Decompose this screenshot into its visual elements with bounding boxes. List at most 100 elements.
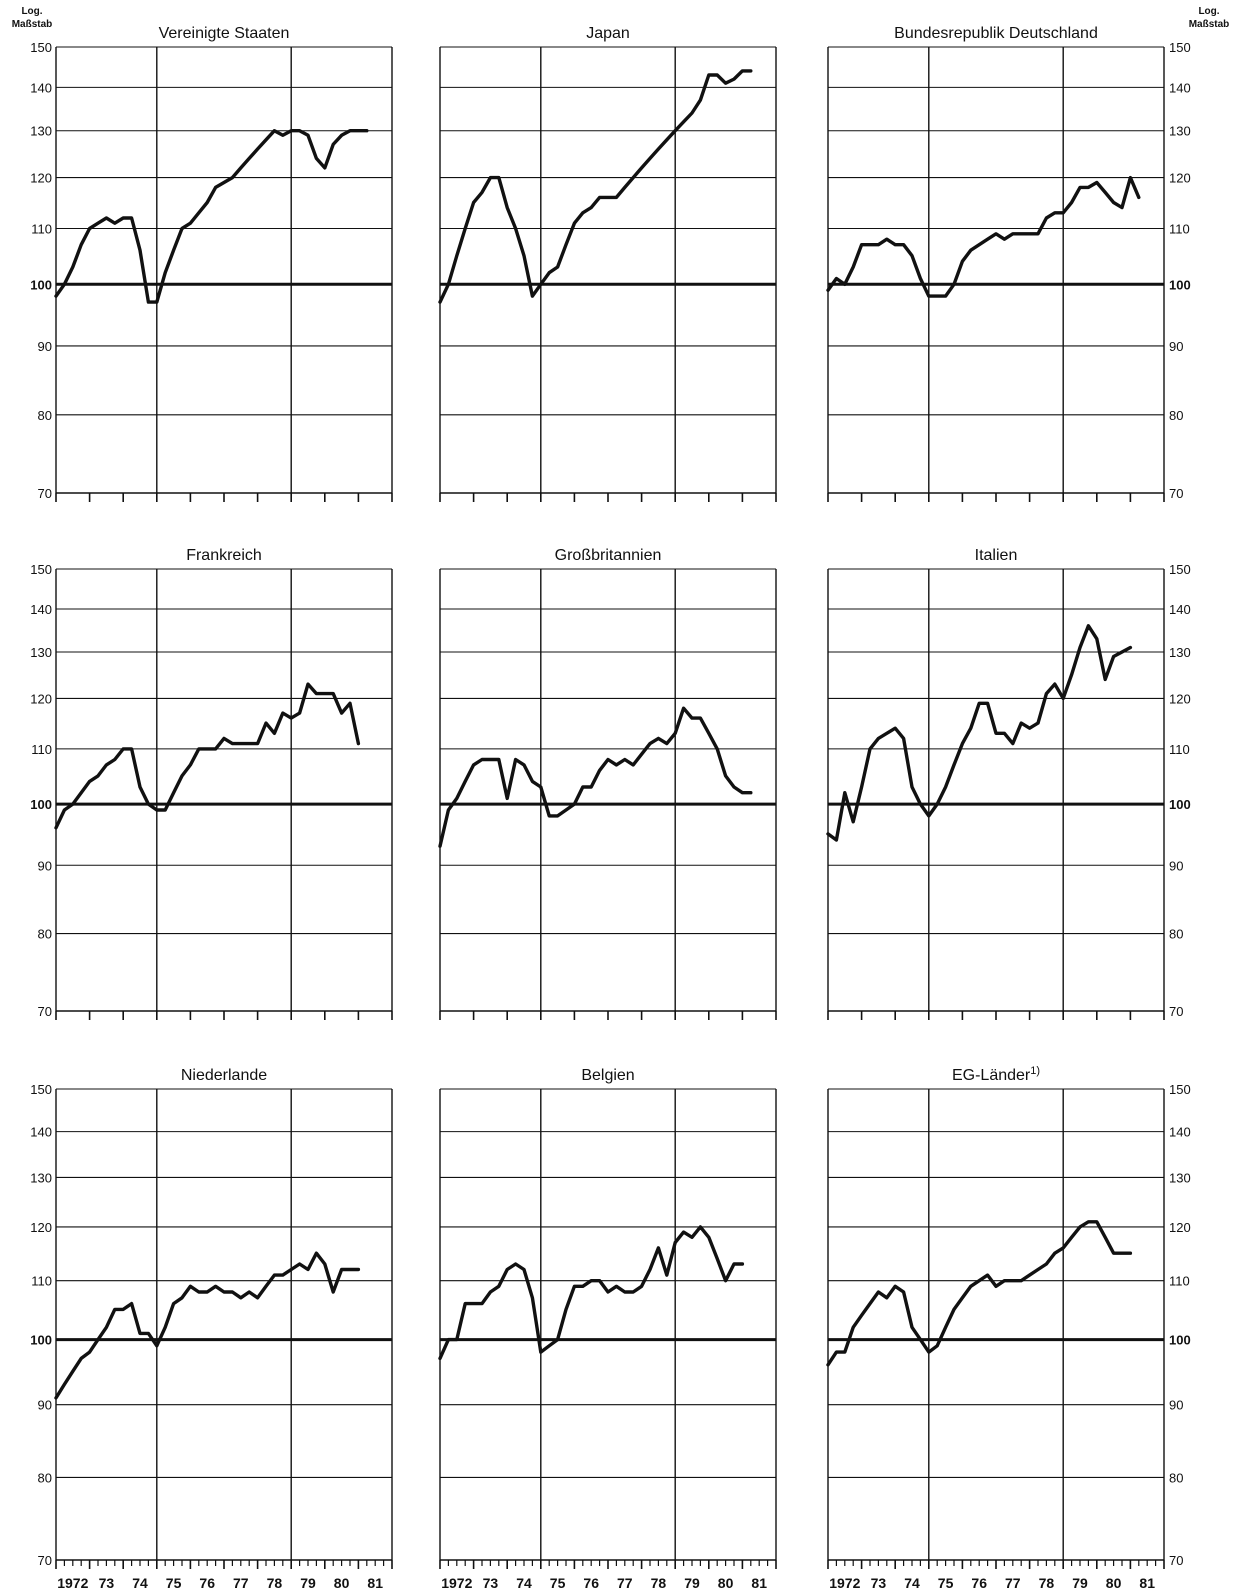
y-tick-label: 110 (31, 1274, 52, 1289)
x-tick-label: 77 (1005, 1575, 1021, 1591)
y-tick-label: 130 (30, 124, 52, 139)
x-tick-label: 79 (300, 1575, 316, 1591)
chart-panel-bundesrepublik-deutschland: Bundesrepublik Deutschland 150 140 130 120 11… (826, 25, 1191, 502)
series-line (54, 682, 361, 830)
y-tick-label: 70 (38, 486, 52, 501)
y-tick-label: 110 (31, 742, 52, 757)
chart-panels: Vereinigte Staaten 150 140 130 120 110 100 90 80… (30, 25, 1190, 1591)
x-tick-label: 81 (751, 1575, 767, 1591)
y-tick-label: 140 (1169, 1125, 1191, 1140)
x-tick-label: 77 (233, 1575, 249, 1591)
y-tick-label: 70 (1169, 1553, 1183, 1568)
y-tick-label: 90 (1169, 339, 1183, 354)
series-line (438, 1225, 745, 1361)
y-tick-label: 100 (1169, 277, 1191, 292)
x-tick-label: 77 (617, 1575, 633, 1591)
x-tick-label: 79 (684, 1575, 700, 1591)
series-line (54, 1251, 361, 1400)
y-tick-label: 70 (38, 1553, 52, 1568)
y-tick-label: 120 (30, 171, 52, 186)
y-tick-label: 80 (38, 1470, 52, 1485)
x-tick-label: 80 (334, 1575, 350, 1591)
y-tick-label: 140 (30, 1125, 52, 1140)
y-tick-label: 80 (1169, 1470, 1183, 1485)
x-tick-label: 74 (516, 1575, 532, 1591)
chart-panel-niederlande: Niederlande 150 140 130 120 110 100 90 80 70 1972 7… (30, 1067, 393, 1591)
y-tick-label: 100 (1169, 797, 1191, 812)
series-line (826, 175, 1141, 298)
x-tick-label: 81 (367, 1575, 383, 1591)
x-tick-label: 76 (583, 1575, 599, 1591)
y-tick-label: 100 (30, 797, 52, 812)
y-tick-label: 70 (38, 1004, 52, 1019)
scale-label-top-right: Log. (1198, 6, 1219, 17)
y-tick-label: 150 (30, 1082, 52, 1097)
y-tick-label: 80 (1169, 927, 1183, 942)
chart-panel-eg-l-nder: EG-Länder1) 150 140 130 120 110 100 90 80 70 1972 7… (826, 1065, 1191, 1591)
x-tick-label: 1972 (441, 1575, 472, 1591)
y-tick-label: 90 (38, 1398, 52, 1413)
scale-label-top-right-2: Maßstab (1189, 19, 1230, 30)
x-tick-label: 78 (1039, 1575, 1055, 1591)
chart-panel-italien: Italien 150 140 130 120 110 100 90 80 70 (826, 547, 1191, 1020)
y-tick-label: 90 (1169, 1398, 1183, 1413)
x-tick-label: 75 (938, 1575, 954, 1591)
y-tick-label: 90 (1169, 858, 1183, 873)
x-tick-label: 78 (267, 1575, 283, 1591)
chart-title: Frankreich (186, 547, 262, 564)
y-tick-label: 120 (1169, 691, 1191, 706)
series-line (826, 1220, 1133, 1367)
y-tick-label: 140 (30, 602, 52, 617)
y-tick-label: 150 (30, 562, 52, 577)
x-tick-label: 74 (904, 1575, 920, 1591)
y-tick-label: 150 (1169, 40, 1191, 55)
series-line (826, 624, 1133, 842)
chart-title: Vereinigte Staaten (159, 25, 290, 42)
x-tick-label: 74 (132, 1575, 148, 1591)
x-tick-label: 80 (718, 1575, 734, 1591)
x-tick-label: 75 (550, 1575, 566, 1591)
scale-label-top-left-2: Maßstab (12, 19, 53, 30)
y-tick-label: 140 (1169, 602, 1191, 617)
chart-panel-frankreich: Frankreich 150 140 130 120 110 100 90 80 70 (30, 547, 393, 1020)
series-line (438, 69, 753, 304)
x-tick-label: 76 (199, 1575, 215, 1591)
chart-title: Niederlande (181, 1067, 267, 1084)
chart-title: EG-Länder1) (952, 1065, 1040, 1084)
y-tick-label: 140 (1169, 80, 1191, 95)
y-tick-label: 130 (30, 645, 52, 660)
chart-panel-japan: Japan (438, 25, 777, 502)
y-tick-label: 150 (1169, 1082, 1191, 1097)
x-tick-label: 1972 (829, 1575, 860, 1591)
chart-title: Großbritannien (555, 547, 662, 564)
y-tick-label: 150 (30, 40, 52, 55)
scale-label-top-left: Log. (21, 6, 42, 17)
series-line (438, 706, 753, 848)
y-tick-label: 70 (1169, 1004, 1183, 1019)
y-tick-label: 150 (1169, 562, 1191, 577)
y-tick-label: 70 (1169, 486, 1183, 501)
x-tick-label: 80 (1106, 1575, 1122, 1591)
y-tick-label: 80 (38, 408, 52, 423)
chart-title: Italien (975, 547, 1018, 564)
y-tick-label: 100 (30, 277, 52, 292)
y-tick-label: 120 (1169, 171, 1191, 186)
chart-title: Japan (586, 25, 630, 42)
x-tick-label: 76 (971, 1575, 987, 1591)
y-tick-label: 110 (1169, 742, 1190, 757)
y-tick-label: 90 (38, 858, 52, 873)
y-tick-label: 140 (30, 80, 52, 95)
chart-panel-vereinigte-staaten: Vereinigte Staaten 150 140 130 120 110 100 90 80… (30, 25, 393, 502)
x-tick-label: 75 (166, 1575, 182, 1591)
series-line (54, 128, 369, 304)
y-tick-label: 120 (1169, 1220, 1191, 1235)
y-tick-label: 110 (1169, 1274, 1190, 1289)
y-tick-label: 130 (1169, 1170, 1191, 1185)
x-tick-label: 1972 (57, 1575, 88, 1591)
y-tick-label: 100 (30, 1333, 52, 1348)
y-tick-label: 90 (38, 339, 52, 354)
chart-title: Belgien (581, 1067, 634, 1084)
y-tick-label: 80 (38, 927, 52, 942)
y-tick-label: 130 (1169, 645, 1191, 660)
